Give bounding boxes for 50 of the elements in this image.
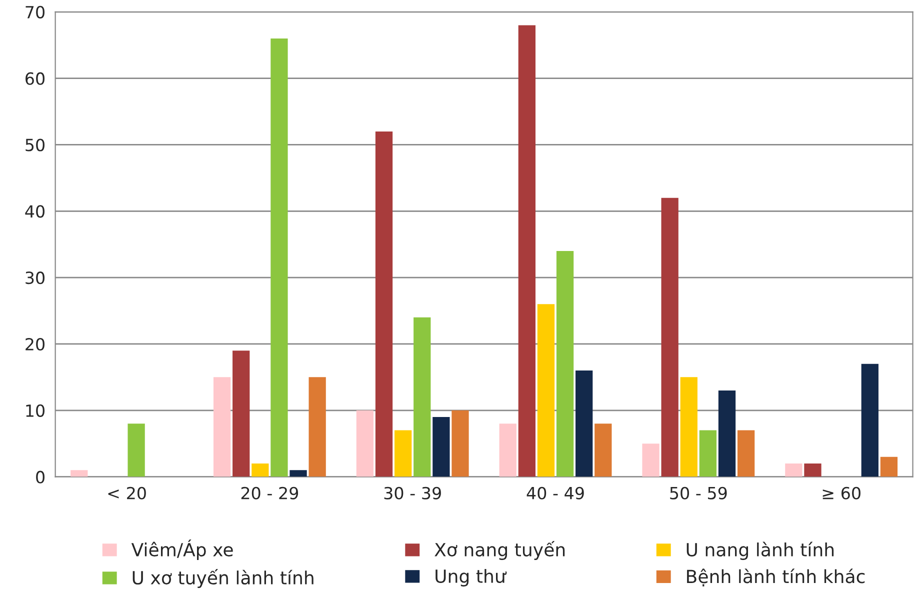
bar: [213, 377, 231, 477]
bar: [394, 430, 412, 477]
x-tick-label: 30 - 39: [384, 486, 441, 500]
bar: [414, 317, 431, 477]
y-tick-label: 40: [25, 205, 44, 218]
bar: [661, 198, 678, 477]
bar: [452, 410, 469, 477]
legend-label: Viêm/Áp xe: [131, 540, 233, 560]
y-tick-label: 10: [26, 404, 44, 417]
bar: [861, 364, 878, 477]
legend-label: Ung thư: [436, 569, 507, 586]
x-tick-label: < 20: [108, 486, 146, 500]
bar: [232, 350, 250, 477]
bar: [642, 444, 660, 477]
bar: [270, 38, 288, 477]
x-tick-label: ≥ 60: [822, 486, 860, 500]
bar: [518, 25, 536, 477]
y-tick-label: 0: [36, 470, 44, 484]
bar: [252, 464, 269, 477]
bar: [556, 251, 574, 477]
bar: [70, 470, 88, 477]
bar: [432, 417, 450, 477]
bar: [375, 131, 393, 477]
y-tick-label: 60: [26, 72, 44, 85]
bar: [737, 430, 755, 477]
bar: [290, 470, 307, 477]
x-tick-label: 40 - 49: [526, 486, 584, 500]
bar: [804, 464, 822, 477]
x-tick-label: 50 - 59: [670, 486, 727, 500]
bar: [594, 424, 612, 477]
bar: [785, 464, 802, 477]
bar: [308, 377, 326, 477]
y-tick-label: 30: [26, 272, 44, 284]
legend-label: Xơ nang tuyến: [434, 540, 565, 560]
y-tick-label: 50: [26, 138, 44, 152]
y-tick-label: 20: [26, 338, 44, 351]
bar: [699, 430, 717, 477]
bar: [680, 377, 698, 477]
legend-label: U nang lành tính: [686, 542, 834, 560]
y-tick-label: 70: [26, 6, 44, 18]
bar: [880, 456, 898, 477]
bar: [356, 410, 374, 477]
bar: [537, 304, 555, 477]
x-tick-label: 20 - 29: [241, 486, 298, 500]
bar: [718, 390, 736, 477]
legend-label: U xơ tuyến lành tính: [132, 569, 314, 588]
bar: [576, 370, 593, 477]
bar: [128, 424, 145, 477]
bar: [499, 424, 516, 477]
legend-label: Bệnh lành tính khác: [687, 568, 865, 586]
